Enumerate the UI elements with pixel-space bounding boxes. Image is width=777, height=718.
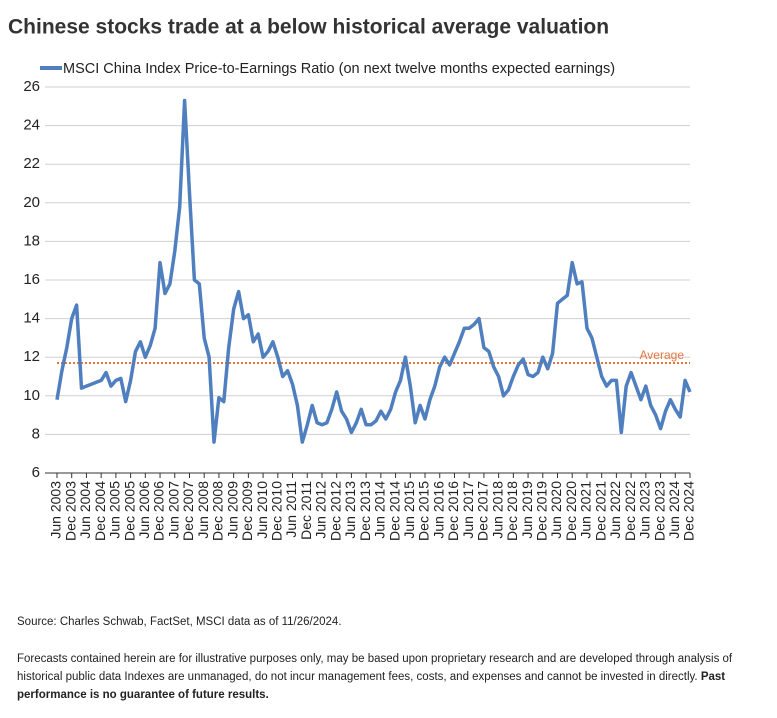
y-tick-label: 18 <box>23 232 40 249</box>
x-tick-label: Dec 2021 <box>592 481 608 541</box>
x-tick-label: Jun 2006 <box>136 481 152 539</box>
y-tick-label: 24 <box>23 117 40 134</box>
x-tick-label: Jun 2016 <box>430 481 446 539</box>
y-tick-label: 26 <box>23 78 40 95</box>
x-tick-label: Dec 2017 <box>475 481 491 541</box>
x-tick-label: Dec 2013 <box>357 481 373 541</box>
x-tick-label: Dec 2023 <box>651 481 667 541</box>
x-tick-label: Dec 2005 <box>121 481 137 541</box>
x-tick-label: Jun 2010 <box>254 481 270 539</box>
chart-title: Chinese stocks trade at a below historic… <box>8 16 609 39</box>
x-tick-label: Dec 2020 <box>563 481 579 541</box>
x-tick-label: Dec 2015 <box>416 481 432 541</box>
y-tick-label: 16 <box>23 271 40 288</box>
x-tick-label: Dec 2007 <box>180 481 196 541</box>
legend-label: MSCI China Index Price-to-Earnings Ratio… <box>63 61 615 77</box>
series-line <box>55 98 692 444</box>
y-tick-label: 20 <box>23 194 40 211</box>
source: Source: Charles Schwab, FactSet, MSCI da… <box>17 616 342 628</box>
x-tick-label: Jun 2005 <box>107 481 123 539</box>
y-tick-label: 14 <box>23 310 40 327</box>
x-tick-label: Dec 2010 <box>269 481 285 541</box>
x-tick-label: Jun 2007 <box>165 481 181 539</box>
average-label: Average <box>640 348 685 362</box>
x-tick-label: Jun 2017 <box>460 481 476 539</box>
x-tick-label: Jun 2023 <box>637 481 653 539</box>
x-tick-label: Jun 2009 <box>224 481 240 539</box>
x-tick-label: Jun 2011 <box>283 481 299 538</box>
y-tick-label: 6 <box>32 464 40 481</box>
x-tick-label: Jun 2004 <box>77 481 93 539</box>
y-tick-label: 8 <box>32 425 40 442</box>
x-tick-label: Jun 2024 <box>666 481 682 539</box>
x-tick-label: Dec 2008 <box>210 481 226 541</box>
footnote-text: Forecasts contained herein are for illus… <box>17 653 733 683</box>
footnote-bold: Past performance is no guarantee of futu… <box>17 671 726 701</box>
x-tick-label: Dec 2012 <box>327 481 343 541</box>
x-tick-label: Jun 2003 <box>48 481 64 539</box>
x-tick-label: Dec 2003 <box>62 481 78 541</box>
x-tick-label: Dec 2011 <box>298 481 314 540</box>
x-tick-label: Jun 2015 <box>401 481 417 539</box>
y-tick-label: 12 <box>23 348 40 365</box>
x-tick-label: Jun 2014 <box>372 481 388 539</box>
x-tick-label: Dec 2006 <box>151 481 167 541</box>
y-tick-label: 10 <box>23 387 40 404</box>
x-tick-label: Dec 2004 <box>92 481 108 541</box>
y-tick-label: 22 <box>23 155 40 172</box>
x-tick-label: Dec 2024 <box>681 481 697 541</box>
x-tick-label: Jun 2013 <box>342 481 358 539</box>
footnote: Forecasts contained herein are for illus… <box>17 650 769 704</box>
x-tick-label: Dec 2018 <box>504 481 520 541</box>
x-tick-label: Jun 2020 <box>548 481 564 539</box>
x-tick-label: Dec 2009 <box>239 481 255 541</box>
chart: Chinese stocks trade at a below historic… <box>8 16 697 541</box>
x-tick-label: Jun 2008 <box>195 481 211 539</box>
x-tick-label: Jun 2021 <box>578 481 594 539</box>
x-tick-label: Dec 2019 <box>533 481 549 541</box>
x-tick-label: Jun 2022 <box>607 481 623 539</box>
x-tick-label: Jun 2018 <box>489 481 505 539</box>
x-tick-label: Dec 2022 <box>622 481 638 541</box>
x-tick-label: Jun 2019 <box>519 481 535 539</box>
x-tick-label: Dec 2016 <box>445 481 461 541</box>
x-tick-label: Dec 2014 <box>386 481 402 541</box>
x-tick-label: Jun 2012 <box>313 481 329 539</box>
